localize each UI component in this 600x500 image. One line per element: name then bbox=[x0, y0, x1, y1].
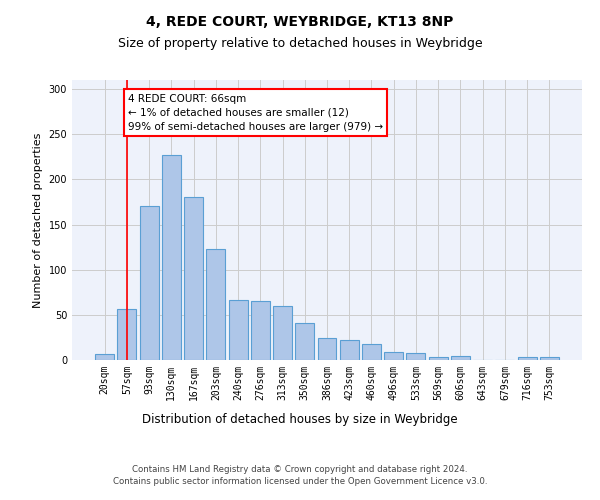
Bar bbox=[251, 302, 270, 360]
Bar bbox=[206, 249, 225, 360]
Bar bbox=[540, 358, 559, 360]
Bar bbox=[184, 196, 203, 360]
Bar bbox=[295, 323, 314, 360]
Bar bbox=[384, 352, 403, 360]
Bar bbox=[451, 356, 470, 360]
Bar bbox=[429, 358, 448, 360]
Y-axis label: Number of detached properties: Number of detached properties bbox=[33, 132, 43, 308]
Bar bbox=[229, 300, 248, 360]
Text: Distribution of detached houses by size in Weybridge: Distribution of detached houses by size … bbox=[142, 412, 458, 426]
Bar bbox=[518, 358, 536, 360]
Bar bbox=[118, 308, 136, 360]
Text: 4 REDE COURT: 66sqm
← 1% of detached houses are smaller (12)
99% of semi-detache: 4 REDE COURT: 66sqm ← 1% of detached hou… bbox=[128, 94, 383, 132]
Text: Contains public sector information licensed under the Open Government Licence v3: Contains public sector information licen… bbox=[113, 478, 487, 486]
Bar bbox=[162, 155, 181, 360]
Bar bbox=[362, 344, 381, 360]
Bar bbox=[406, 353, 425, 360]
Bar bbox=[317, 338, 337, 360]
Text: 4, REDE COURT, WEYBRIDGE, KT13 8NP: 4, REDE COURT, WEYBRIDGE, KT13 8NP bbox=[146, 15, 454, 29]
Bar bbox=[273, 306, 292, 360]
Bar bbox=[95, 354, 114, 360]
Text: Contains HM Land Registry data © Crown copyright and database right 2024.: Contains HM Land Registry data © Crown c… bbox=[132, 465, 468, 474]
Text: Size of property relative to detached houses in Weybridge: Size of property relative to detached ho… bbox=[118, 38, 482, 51]
Bar bbox=[340, 340, 359, 360]
Bar bbox=[140, 206, 158, 360]
